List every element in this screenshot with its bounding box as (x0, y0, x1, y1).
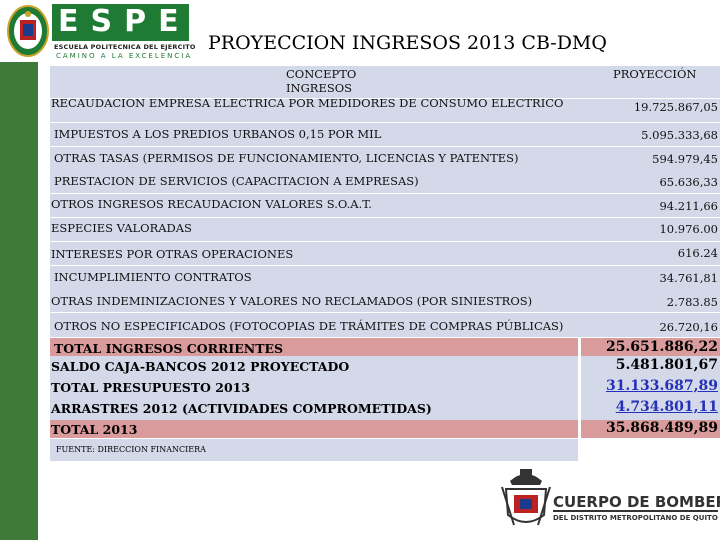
row-label: OTRAS TASAS (PERMISOS DE FUNCIONAMIENTO,… (54, 150, 519, 165)
saldo-caja-label: SALDO CAJA-BANCOS 2012 PROYECTADO (51, 358, 350, 374)
bomberos-subtitle: DEL DISTRITO METROPOLITANO DE QUITO (553, 514, 718, 522)
table-row: OTRAS INDEMINIZACIONES Y VALORES NO RECL… (50, 289, 720, 313)
row-value: 94.211,66 (659, 199, 718, 214)
total-2013-value: 35.868.489,89 (605, 419, 718, 436)
espe-logo-motto: CAMINO A LA EXCELENCIA (56, 52, 193, 60)
row-value: 616.24 (677, 245, 718, 260)
row-value: 10.976.00 (659, 221, 718, 236)
total-ingresos-value: 25.651.886,22 (605, 338, 718, 355)
row-value: 5.095.333,68 (641, 127, 718, 142)
row-label: INTERESES POR OTRAS OPERACIONES (51, 246, 294, 261)
espe-logo-name: ESCUELA POLITECNICA DEL EJERCITO (54, 43, 196, 51)
totals-label-band (50, 355, 578, 420)
left-sidebar-bar (0, 62, 38, 540)
table-row: RECAUDACION EMPRESA ELECTRICA POR MEDIDO… (50, 96, 720, 122)
total-ingresos-label: TOTAL INGRESOS CORRIENTES (54, 340, 284, 356)
espe-logo: ESPE ESCUELA POLITECNICA DEL EJERCITO CA… (0, 0, 195, 62)
row-label: OTRAS INDEMINIZACIONES Y VALORES NO RECL… (51, 294, 533, 309)
row-label: IMPUESTOS A LOS PREDIOS URBANOS 0,15 POR… (54, 126, 382, 141)
espe-logo-text: ESPE (58, 4, 191, 39)
table-row: PRESTACION DE SERVICIOS (CAPACITACION A … (50, 170, 720, 194)
table-row: ESPECIES VALORADAS 10.976.00 (50, 217, 720, 241)
table-row: OTROS INGRESOS RECAUDACION VALORES S.O.A… (50, 194, 720, 218)
row-label: OTROS INGRESOS RECAUDACION VALORES S.O.A… (51, 197, 372, 212)
row-label: INCUMPLIMIENTO CONTRATOS (54, 269, 252, 284)
row-label: PRESTACION DE SERVICIOS (CAPACITACION A … (54, 174, 419, 189)
firefighter-shield-icon (501, 469, 551, 526)
table-row: INTERESES POR OTRAS OPERACIONES 616.24 (50, 241, 720, 265)
income-table: CONCEPTO INGRESOS PROYECCIÓN RECAUDACION… (50, 66, 720, 461)
source-row: FUENTE: DIRECCION FINANCIERA (50, 438, 578, 461)
row-value: 65.636,33 (659, 175, 718, 190)
total-2013-label: TOTAL 2013 (51, 421, 138, 437)
row-label: ESPECIES VALORADAS (51, 220, 192, 235)
row-label: OTROS NO ESPECIFICADOS (FOTOCOPIAS DE TR… (54, 319, 564, 334)
column-header-concepto: CONCEPTO (286, 67, 357, 81)
table-row: OTRAS TASAS (PERMISOS DE FUNCIONAMIENTO,… (50, 146, 720, 170)
bomberos-title: CUERPO DE BOMBEROS (553, 493, 720, 511)
row-value: 26.720,16 (659, 320, 718, 335)
column-header-ingresos: INGRESOS (286, 81, 353, 95)
total-presupuesto-link[interactable]: 31.133.687,89 (605, 377, 718, 394)
arrastres-link[interactable]: 4.734.801,11 (615, 398, 718, 415)
bomberos-divider (553, 510, 718, 512)
saldo-caja-value: 5.481.801,67 (615, 356, 718, 373)
row-value: 594.979,45 (652, 151, 718, 166)
header-proyeccion-cell: PROYECCIÓN (581, 66, 720, 98)
source-note: FUENTE: DIRECCION FINANCIERA (56, 444, 206, 454)
espe-logo-band (52, 4, 189, 41)
table-header: CONCEPTO INGRESOS PROYECCIÓN (50, 66, 720, 98)
row-value: 34.761,81 (659, 270, 718, 285)
espe-seal-icon (7, 5, 49, 57)
page-title: PROYECCION INGRESOS 2013 CB-DMQ (208, 32, 607, 54)
table-row: OTROS NO ESPECIFICADOS (FOTOCOPIAS DE TR… (50, 313, 720, 338)
arrastres-label: ARRASTRES 2012 (ACTIVIDADES COMPROMETIDA… (51, 400, 432, 416)
column-header-proyeccion: PROYECCIÓN (613, 67, 697, 81)
header-concepto-cell: CONCEPTO INGRESOS (50, 66, 578, 98)
totals-value-band (581, 355, 720, 420)
total-presupuesto-label: TOTAL PRESUPUESTO 2013 (51, 379, 251, 395)
row-label: RECAUDACION EMPRESA ELECTRICA POR MEDIDO… (51, 96, 564, 110)
totals-block: TOTAL INGRESOS CORRIENTES 25.651.886,22 … (50, 337, 720, 438)
row-value: 19.725.867,05 (633, 100, 718, 114)
table-row: INCUMPLIMIENTO CONTRATOS 34.761,81 (50, 265, 720, 289)
row-value: 2.783.85 (666, 295, 718, 310)
table-row: IMPUESTOS A LOS PREDIOS URBANOS 0,15 POR… (50, 122, 720, 146)
